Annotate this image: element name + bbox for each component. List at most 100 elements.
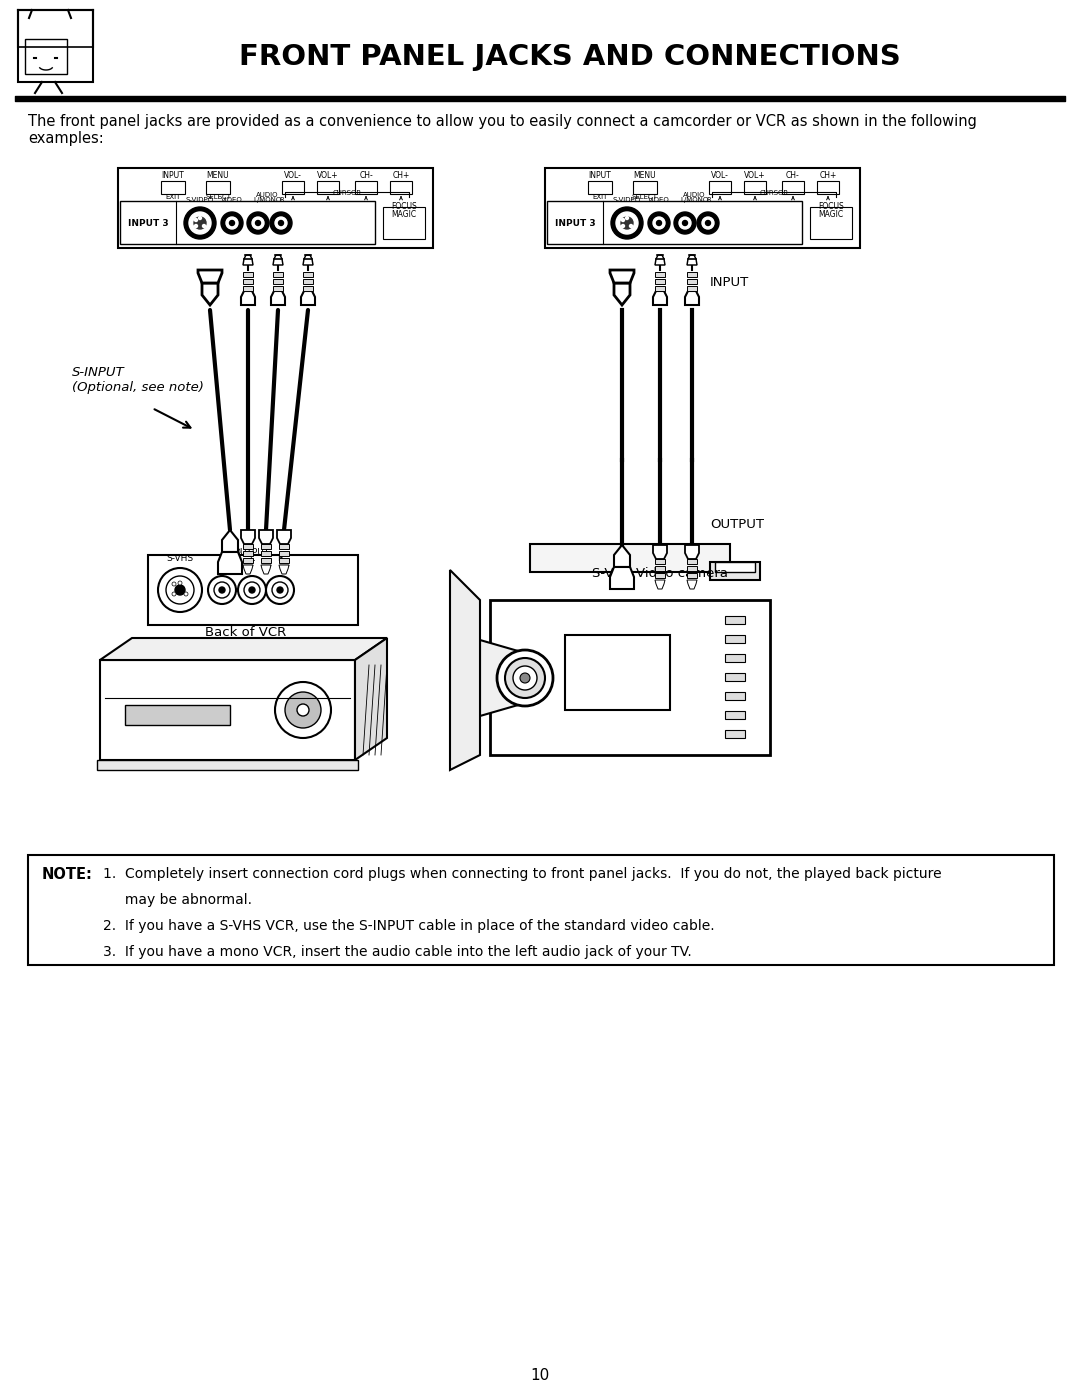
FancyBboxPatch shape — [273, 279, 283, 284]
FancyBboxPatch shape — [97, 760, 357, 770]
FancyBboxPatch shape — [725, 654, 745, 662]
Text: VIDEO: VIDEO — [221, 197, 243, 203]
FancyBboxPatch shape — [303, 279, 313, 284]
Circle shape — [621, 218, 624, 222]
Text: CURSOR: CURSOR — [333, 190, 362, 196]
FancyBboxPatch shape — [725, 731, 745, 738]
FancyBboxPatch shape — [816, 182, 839, 194]
Polygon shape — [241, 529, 255, 543]
Text: L/MONO: L/MONO — [254, 197, 282, 203]
Text: V: V — [219, 555, 225, 563]
Polygon shape — [218, 552, 242, 574]
FancyBboxPatch shape — [725, 673, 745, 680]
Polygon shape — [303, 256, 313, 265]
Text: S-VHS: S-VHS — [166, 555, 193, 563]
FancyBboxPatch shape — [279, 550, 289, 556]
FancyBboxPatch shape — [725, 616, 745, 624]
Text: may be abnormal.: may be abnormal. — [103, 893, 252, 907]
Text: CH-: CH- — [360, 170, 373, 180]
Circle shape — [272, 583, 288, 598]
Circle shape — [221, 212, 243, 235]
Circle shape — [208, 576, 237, 604]
Text: EXIT: EXIT — [165, 194, 180, 200]
FancyBboxPatch shape — [118, 168, 433, 249]
FancyBboxPatch shape — [687, 279, 697, 284]
Polygon shape — [259, 529, 273, 543]
FancyBboxPatch shape — [120, 201, 375, 244]
Text: CH+: CH+ — [392, 170, 409, 180]
Polygon shape — [654, 580, 665, 590]
Text: CURSOR: CURSOR — [759, 190, 788, 196]
FancyBboxPatch shape — [715, 562, 755, 571]
Circle shape — [679, 217, 691, 229]
Text: 10: 10 — [530, 1368, 550, 1383]
Text: MENU: MENU — [634, 170, 657, 180]
Text: VOL-: VOL- — [711, 170, 729, 180]
Polygon shape — [654, 256, 665, 265]
FancyBboxPatch shape — [782, 182, 804, 194]
Text: VOL-: VOL- — [284, 170, 302, 180]
Polygon shape — [615, 284, 630, 305]
Polygon shape — [480, 640, 525, 717]
FancyBboxPatch shape — [161, 182, 185, 194]
Polygon shape — [355, 638, 387, 760]
Text: 3.  If you have a mono VCR, insert the audio cable into the left audio jack of y: 3. If you have a mono VCR, insert the au… — [103, 944, 692, 958]
Circle shape — [275, 682, 330, 738]
Circle shape — [244, 583, 260, 598]
FancyBboxPatch shape — [545, 168, 860, 249]
FancyBboxPatch shape — [588, 182, 612, 194]
Circle shape — [184, 592, 188, 597]
Text: FOCUS: FOCUS — [391, 203, 417, 211]
Circle shape — [194, 218, 198, 222]
Text: VOL+: VOL+ — [744, 170, 766, 180]
Polygon shape — [653, 545, 667, 559]
FancyBboxPatch shape — [125, 705, 230, 725]
Polygon shape — [685, 291, 699, 305]
Text: VOL+: VOL+ — [318, 170, 339, 180]
Circle shape — [275, 217, 287, 229]
Text: MAGIC: MAGIC — [819, 210, 843, 219]
FancyBboxPatch shape — [28, 855, 1054, 965]
Text: R: R — [276, 555, 283, 563]
FancyBboxPatch shape — [261, 550, 271, 556]
FancyBboxPatch shape — [282, 182, 303, 194]
FancyBboxPatch shape — [633, 182, 657, 194]
Circle shape — [697, 212, 719, 235]
FancyBboxPatch shape — [243, 543, 253, 549]
Text: INPUT: INPUT — [710, 275, 750, 289]
Circle shape — [199, 217, 202, 219]
Polygon shape — [243, 256, 253, 265]
Circle shape — [229, 221, 234, 225]
FancyBboxPatch shape — [530, 543, 730, 571]
FancyBboxPatch shape — [279, 557, 289, 563]
Circle shape — [519, 673, 530, 683]
Text: INPUT: INPUT — [589, 170, 611, 180]
FancyBboxPatch shape — [687, 573, 697, 578]
Polygon shape — [222, 529, 238, 552]
Polygon shape — [301, 291, 315, 305]
FancyBboxPatch shape — [687, 566, 697, 571]
Circle shape — [256, 221, 260, 225]
FancyBboxPatch shape — [725, 636, 745, 643]
FancyBboxPatch shape — [100, 659, 355, 760]
Circle shape — [203, 225, 205, 228]
Circle shape — [705, 221, 711, 225]
FancyBboxPatch shape — [687, 559, 697, 564]
Circle shape — [189, 212, 211, 235]
Text: CH-: CH- — [786, 170, 800, 180]
Circle shape — [648, 212, 670, 235]
Polygon shape — [610, 270, 634, 284]
FancyBboxPatch shape — [725, 711, 745, 719]
Text: CH+: CH+ — [820, 170, 837, 180]
FancyBboxPatch shape — [243, 272, 253, 277]
Polygon shape — [241, 291, 255, 305]
FancyBboxPatch shape — [206, 182, 230, 194]
Polygon shape — [615, 545, 630, 567]
FancyBboxPatch shape — [687, 286, 697, 291]
Text: INPUT: INPUT — [162, 170, 185, 180]
Polygon shape — [653, 291, 667, 305]
Polygon shape — [276, 529, 291, 543]
Polygon shape — [273, 256, 283, 265]
Circle shape — [266, 576, 294, 604]
Circle shape — [194, 217, 206, 229]
